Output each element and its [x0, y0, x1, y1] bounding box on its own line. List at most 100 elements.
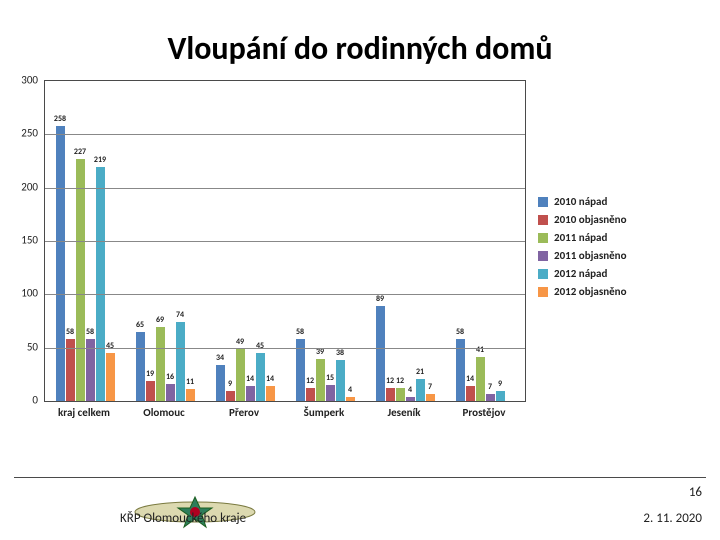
legend-swatch: [538, 269, 548, 279]
bar: [266, 386, 275, 401]
value-label: 12: [306, 376, 314, 386]
value-label: 7: [428, 382, 432, 392]
bar: [346, 397, 355, 401]
plot-area: 2585822758219456519691674113494914451458…: [44, 80, 526, 402]
x-tick-label: Šumperk: [304, 406, 345, 419]
footer-divider: [14, 477, 706, 478]
bar: [246, 386, 255, 401]
y-tick-label: 250: [21, 127, 38, 140]
legend-item: 2010 nápad: [538, 195, 706, 208]
value-label: 34: [216, 353, 224, 363]
legend-label: 2010 objasněno: [554, 213, 627, 226]
gridline: [45, 348, 525, 349]
value-label: 39: [316, 347, 324, 357]
bar: [96, 167, 105, 401]
legend-label: 2011 objasněno: [554, 249, 627, 262]
bar: [136, 332, 145, 401]
value-label: 45: [256, 341, 264, 351]
bar: [306, 388, 315, 401]
gridline: [45, 294, 525, 295]
value-label: 58: [86, 327, 94, 337]
value-label: 49: [236, 337, 244, 347]
value-label: 65: [136, 320, 144, 330]
value-label: 12: [386, 376, 394, 386]
footer-left-text: KŘP Olomouckého kraje: [120, 511, 246, 526]
x-tick-label: Jeseník: [388, 406, 421, 419]
value-label: 9: [228, 379, 232, 389]
value-label: 45: [106, 341, 114, 351]
y-tick-label: 200: [21, 180, 38, 193]
bar: [236, 349, 245, 401]
bar: [496, 391, 505, 401]
legend-swatch: [538, 197, 548, 207]
bar: [216, 365, 225, 401]
value-label: 4: [348, 385, 352, 395]
value-label: 69: [156, 315, 164, 325]
legend-swatch: [538, 215, 548, 225]
legend-item: 2012 nápad: [538, 267, 706, 280]
legend-label: 2011 nápad: [554, 231, 607, 244]
bar: [486, 394, 495, 401]
bar: [166, 384, 175, 401]
y-tick-label: 100: [21, 287, 38, 300]
value-label: 38: [336, 348, 344, 358]
bar: [316, 359, 325, 401]
legend: 2010 nápad 2010 objasněno 2011 nápad 2011 o…: [538, 190, 706, 303]
value-label: 58: [456, 327, 464, 337]
legend-swatch: [538, 287, 548, 297]
value-label: 219: [94, 155, 106, 165]
bar: [156, 327, 165, 401]
value-label: 74: [176, 310, 184, 320]
x-tick-label: Olomouc: [143, 406, 184, 419]
gridline: [45, 188, 525, 189]
chart-container: 050100150200250300 258582275821945651969…: [14, 80, 706, 440]
legend-item: 2011 nápad: [538, 231, 706, 244]
legend-item: 2010 objasněno: [538, 213, 706, 226]
bar: [466, 386, 475, 401]
y-tick-label: 300: [21, 74, 38, 87]
bar: [426, 394, 435, 401]
x-tick-label: Prostějov: [463, 406, 506, 419]
value-label: 9: [498, 379, 502, 389]
y-tick-label: 0: [32, 394, 38, 407]
bar: [256, 353, 265, 401]
value-label: 19: [146, 369, 154, 379]
value-label: 258: [54, 114, 66, 124]
bar: [226, 391, 235, 401]
value-label: 14: [266, 374, 274, 384]
bar: [176, 322, 185, 401]
bar: [386, 388, 395, 401]
value-label: 227: [74, 147, 86, 157]
value-label: 58: [66, 327, 74, 337]
gridline: [45, 241, 525, 242]
value-label: 14: [466, 374, 474, 384]
x-tick-label: Přerov: [229, 406, 259, 419]
bar: [56, 126, 65, 401]
y-tick-label: 50: [27, 340, 38, 353]
bar: [476, 357, 485, 401]
value-label: 58: [296, 327, 304, 337]
bar: [146, 381, 155, 401]
value-label: 14: [246, 374, 254, 384]
legend-label: 2012 objasněno: [554, 285, 627, 298]
y-tick-label: 150: [21, 234, 38, 247]
legend-swatch: [538, 251, 548, 261]
value-label: 12: [396, 376, 404, 386]
value-label: 21: [416, 367, 424, 377]
footer-date: 2. 11. 2020: [643, 511, 702, 526]
bar: [416, 379, 425, 401]
legend-item: 2012 objasněno: [538, 285, 706, 298]
value-label: 7: [488, 382, 492, 392]
bar: [376, 306, 385, 401]
legend-label: 2012 nápad: [554, 267, 607, 280]
legend-item: 2011 objasněno: [538, 249, 706, 262]
bar: [336, 360, 345, 401]
page-title: Vloupání do rodinných domů: [0, 29, 720, 68]
bar: [106, 353, 115, 401]
value-label: 15: [326, 373, 334, 383]
bar: [406, 397, 415, 401]
x-axis: kraj celkemOlomoucPřerovŠumperkJeseníkPr…: [44, 402, 524, 432]
page-number: 16: [689, 485, 702, 500]
legend-swatch: [538, 233, 548, 243]
value-label: 11: [186, 377, 194, 387]
